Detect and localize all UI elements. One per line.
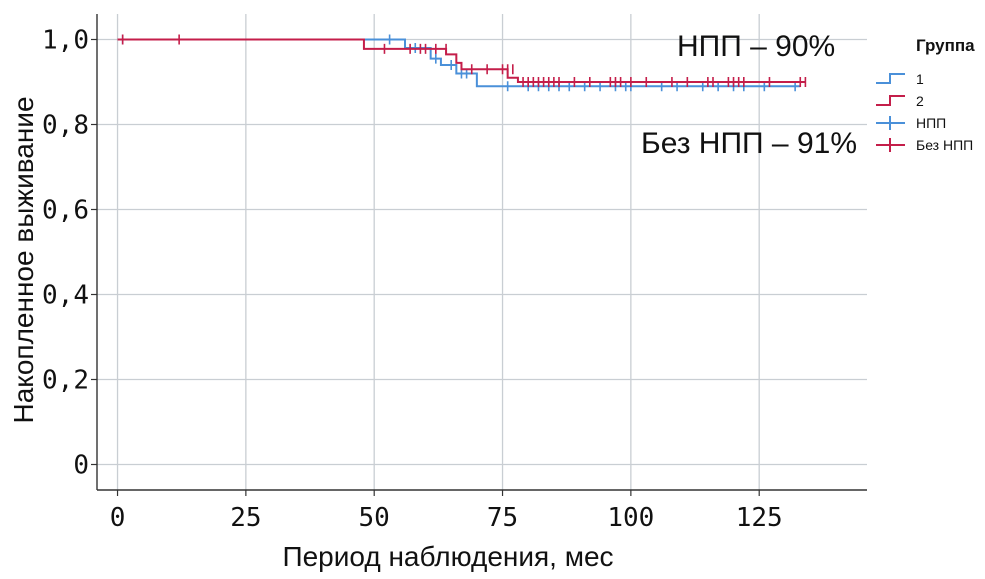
legend-label: НПП xyxy=(916,115,946,131)
legend-step-swatch xyxy=(876,95,905,106)
series-2-step-line xyxy=(117,38,806,83)
y-tick-label: 0 xyxy=(73,451,89,481)
legend-title: Группа xyxy=(916,36,975,55)
annotation-label: НПП – 90% xyxy=(677,30,835,63)
legend-step-swatch xyxy=(876,73,905,84)
series-layer xyxy=(117,34,807,92)
x-tick-label: 0 xyxy=(110,503,126,533)
annotation-label: Без НПП – 91% xyxy=(641,127,857,160)
axes: 0 25 50 75 100 125 0 0,2 0,4 0,6 0,8 1,0 xyxy=(42,14,867,533)
y-axis-title: Накопленное выживание xyxy=(8,96,39,423)
legend: Группа 1 2 НПП Без НПП xyxy=(876,36,975,153)
legend-label: Без НПП xyxy=(916,137,973,153)
x-tick-label: 50 xyxy=(359,503,390,533)
x-tick-label: 100 xyxy=(607,503,654,533)
annotations: НПП – 90% Без НПП – 91% xyxy=(641,30,857,160)
x-axis-title: Период наблюдения, мес xyxy=(282,541,613,572)
y-tick-label: 0,8 xyxy=(42,111,89,141)
y-tick-label: 0,2 xyxy=(42,366,89,396)
y-tick-label: 0,4 xyxy=(42,281,89,311)
x-tick-label: 25 xyxy=(230,503,261,533)
x-tick-label: 125 xyxy=(736,503,783,533)
legend-label: 1 xyxy=(916,71,924,87)
y-tick-label: 1,0 xyxy=(42,26,89,56)
y-tick-label: 0,6 xyxy=(42,196,89,226)
x-tick-label: 75 xyxy=(487,503,518,533)
series-1-step-line xyxy=(117,38,801,88)
legend-label: 2 xyxy=(916,93,924,109)
